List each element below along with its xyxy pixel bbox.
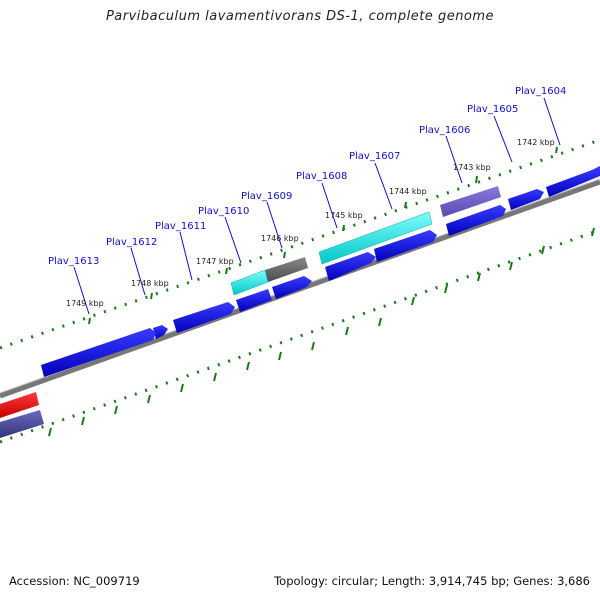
gene-label-plav-1612[interactable]: Plav_1612 bbox=[106, 237, 157, 248]
gene-label-plav-1613[interactable]: Plav_1613 bbox=[48, 256, 99, 267]
tick-label-1745: 1745 kbp bbox=[325, 211, 363, 220]
tick-label-1742: 1742 kbp bbox=[517, 138, 555, 147]
gene-feature-blue-1613[interactable] bbox=[41, 328, 156, 377]
gene-feature-blue-1605[interactable] bbox=[508, 189, 544, 210]
tick-label-1744: 1744 kbp bbox=[389, 187, 427, 196]
kbp-tick-labels: 1742 kbp 1743 kbp 1744 kbp 1745 kbp 1746… bbox=[66, 138, 555, 308]
gene-feature-red[interactable] bbox=[0, 392, 39, 418]
gene-label-plav-1606[interactable]: Plav_1606 bbox=[419, 125, 470, 136]
gene-feature-blue-1611[interactable] bbox=[173, 302, 235, 333]
inner-major-ticks bbox=[48, 227, 595, 437]
gene-label-plav-1610[interactable]: Plav_1610 bbox=[198, 206, 249, 217]
gene-feature-cyan-1607[interactable] bbox=[318, 211, 433, 265]
gene-feature-blue-1612[interactable] bbox=[153, 325, 168, 339]
tick-label-1749: 1749 kbp bbox=[66, 299, 104, 308]
gene-feature-cyan-1610[interactable] bbox=[230, 269, 269, 296]
gene-feature-blue-1606b[interactable] bbox=[446, 205, 506, 236]
gene-features bbox=[0, 166, 600, 438]
outer-major-ticks bbox=[88, 146, 558, 325]
accession-text: Accession: NC_009719 bbox=[9, 574, 140, 588]
tick-label-1747: 1747 kbp bbox=[196, 257, 234, 266]
gene-label-plav-1607[interactable]: Plav_1607 bbox=[349, 151, 400, 162]
gene-label-plav-1605[interactable]: Plav_1605 bbox=[467, 104, 518, 115]
genome-summary-text: Topology: circular; Length: 3,914,745 bp… bbox=[274, 574, 590, 588]
gene-feature-blue-1610[interactable] bbox=[236, 289, 272, 312]
map-title: Parvibaculum lavamentivorans DS-1, compl… bbox=[105, 9, 495, 24]
gene-feature-gray-1609[interactable] bbox=[265, 257, 308, 282]
gene-label-plav-1611[interactable]: Plav_1611 bbox=[155, 221, 206, 232]
outer-scale-track bbox=[0, 138, 600, 350]
gene-feature-blue-1607[interactable] bbox=[374, 230, 437, 262]
tick-label-1743: 1743 kbp bbox=[453, 163, 491, 172]
gene-label-plav-1609[interactable]: Plav_1609 bbox=[241, 191, 292, 202]
tick-label-1746: 1746 kbp bbox=[261, 234, 299, 243]
tick-label-1748: 1748 kbp bbox=[131, 279, 169, 288]
gene-feature-blue-1608[interactable] bbox=[325, 252, 376, 281]
gene-feature-blue-1604[interactable] bbox=[546, 166, 600, 197]
gene-feature-blue-1609[interactable] bbox=[272, 276, 312, 299]
label-leaders bbox=[73, 97, 561, 315]
gene-label-plav-1608[interactable]: Plav_1608 bbox=[296, 171, 347, 182]
gene-label-plav-1604[interactable]: Plav_1604 bbox=[515, 86, 566, 97]
gene-feature-purple-1606[interactable] bbox=[440, 186, 501, 217]
gene-labels: Plav_1604 Plav_1605 Plav_1606 Plav_1607 … bbox=[48, 86, 566, 267]
gene-feature-navy[interactable] bbox=[0, 410, 44, 438]
